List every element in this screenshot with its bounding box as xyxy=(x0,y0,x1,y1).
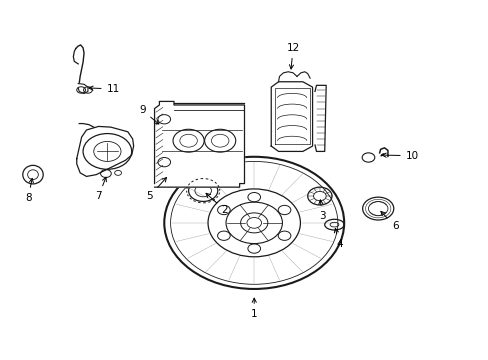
Text: 11: 11 xyxy=(89,84,120,94)
Polygon shape xyxy=(154,102,244,187)
Text: 6: 6 xyxy=(380,211,398,231)
Polygon shape xyxy=(314,85,325,152)
Text: 5: 5 xyxy=(146,177,166,201)
Polygon shape xyxy=(78,84,88,94)
Circle shape xyxy=(246,217,261,228)
Text: 3: 3 xyxy=(318,200,325,221)
Text: 8: 8 xyxy=(25,179,33,203)
Text: 4: 4 xyxy=(334,228,342,249)
Text: 2: 2 xyxy=(205,193,228,215)
Text: 9: 9 xyxy=(139,105,159,124)
Text: 12: 12 xyxy=(286,43,299,69)
Polygon shape xyxy=(77,126,133,176)
Circle shape xyxy=(362,153,374,162)
Polygon shape xyxy=(271,82,312,152)
Text: 10: 10 xyxy=(381,151,418,161)
Text: 7: 7 xyxy=(95,177,106,201)
Text: 1: 1 xyxy=(250,298,257,319)
